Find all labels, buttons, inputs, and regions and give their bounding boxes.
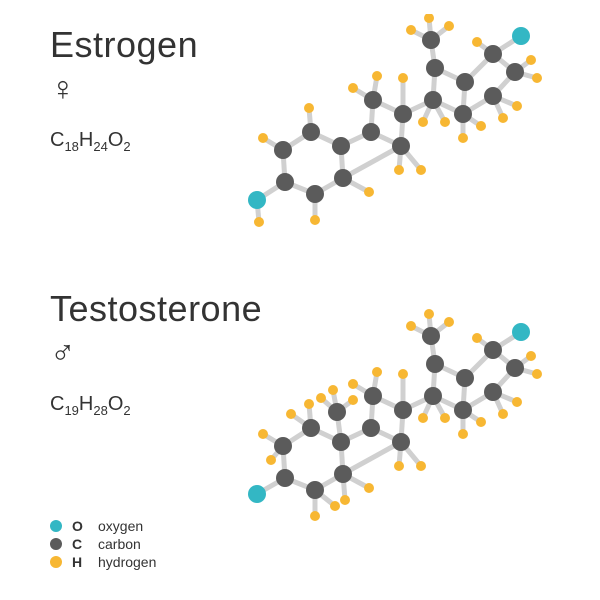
testosterone-label-block: Testosterone ♂ C19H28O2 xyxy=(50,288,262,438)
legend-letter: H xyxy=(72,554,88,570)
legend-label: carbon xyxy=(98,536,141,552)
female-symbol-icon: ♀ xyxy=(50,70,198,109)
legend-letter: O xyxy=(72,518,88,534)
atom-legend: Ooxygen Ccarbon Hhydrogen xyxy=(50,516,156,572)
molecule-title: Estrogen xyxy=(50,24,198,66)
legend-letter: C xyxy=(72,536,88,552)
testosterone-molecule-diagram xyxy=(245,300,585,550)
hormone-infographic: { "background_color":"#ffffff", "title_f… xyxy=(0,0,600,600)
molecular-formula: C19H28O2 xyxy=(50,393,262,418)
legend-dot-icon xyxy=(50,520,62,532)
legend-row-hydrogen: Hhydrogen xyxy=(50,554,156,570)
estrogen-label-block: Estrogen ♀ C18H24O2 xyxy=(50,24,198,174)
legend-dot-icon xyxy=(50,556,62,568)
legend-dot-icon xyxy=(50,538,62,550)
legend-label: hydrogen xyxy=(98,554,156,570)
estrogen-molecule-diagram xyxy=(245,14,585,254)
molecule-title: Testosterone xyxy=(50,288,262,330)
legend-row-carbon: Ccarbon xyxy=(50,536,156,552)
legend-label: oxygen xyxy=(98,518,143,534)
male-symbol-icon: ♂ xyxy=(50,334,262,373)
molecular-formula: C18H24O2 xyxy=(50,129,198,154)
legend-row-oxygen: Ooxygen xyxy=(50,518,156,534)
